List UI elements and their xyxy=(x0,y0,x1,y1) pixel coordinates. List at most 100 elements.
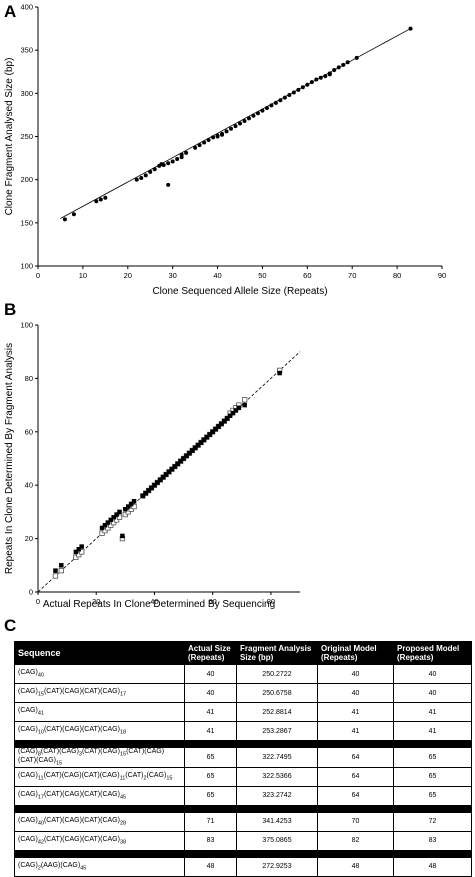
filled-square-point xyxy=(59,563,64,568)
data-point xyxy=(291,90,296,95)
filled-square-point xyxy=(149,485,154,491)
actual-size-cell: 40 xyxy=(184,683,237,703)
y-tick-label: 150 xyxy=(20,218,33,227)
separator-cell xyxy=(14,849,472,858)
trendline xyxy=(60,28,411,219)
open-square-point xyxy=(105,525,111,531)
table-row: (CAG)40 40 250.2722 40 40 xyxy=(14,664,472,684)
open-square-point xyxy=(111,519,117,526)
data-point xyxy=(143,173,148,178)
x-tick-label: 80 xyxy=(393,271,401,280)
filled-square-point xyxy=(140,493,146,499)
open-square-point xyxy=(76,551,82,558)
filled-square-point xyxy=(219,421,224,427)
filled-square-point xyxy=(128,501,134,507)
data-point xyxy=(408,26,413,31)
fragment-size-cell: 322.7495 xyxy=(236,747,318,768)
fragment-size-cell: 341.4253 xyxy=(236,811,318,832)
data-point xyxy=(318,75,323,80)
filled-square-point xyxy=(163,472,169,477)
actual-size-cell: 41 xyxy=(184,702,237,722)
original-model-cell: 64 xyxy=(317,747,394,768)
data-point xyxy=(309,80,314,85)
y-tick-label: 60 xyxy=(25,427,33,436)
x-tick-label: 60 xyxy=(208,597,216,606)
open-square-point xyxy=(125,509,131,515)
sequence-cell: (CAG)40(CAT)(CAG)(CAT)(CAG)28 xyxy=(14,811,185,832)
chart-a: 0 10 20 30 40 50 60 70 80 90 100 150 200 250 300 350 400… xyxy=(4,3,446,298)
data-point xyxy=(282,95,287,100)
filled-square-point xyxy=(187,450,192,456)
y-tick-label: 250 xyxy=(20,132,33,141)
filled-square-point xyxy=(184,453,189,459)
filled-square-point xyxy=(76,547,82,552)
proposed-model-cell: 41 xyxy=(393,721,472,741)
results-table: Sequence Actual Size (Repeats) Fragment … xyxy=(14,641,472,877)
open-square-point xyxy=(73,554,79,560)
data-point xyxy=(206,137,211,142)
actual-size-cell: 65 xyxy=(184,785,237,806)
actual-size-cell: 41 xyxy=(184,721,237,741)
data-point xyxy=(139,175,144,180)
sequence-cell: (CAG)42(CAT)(CAG)(CAT)(CAG)38 xyxy=(14,830,185,851)
actual-size-cell: 65 xyxy=(184,747,237,768)
table-row: (CAG)40(CAT)(CAG)(CAT)(CAG)28 71 341.4253 7… xyxy=(14,811,472,832)
sequence-cell: (CAG)2(AAG)(CAG)45 xyxy=(14,856,185,877)
original-model-cell: 41 xyxy=(317,721,394,741)
data-point xyxy=(246,116,251,121)
x-tick-label: 80 xyxy=(267,597,275,606)
filled-square-point xyxy=(131,498,137,504)
proposed-model-cell: 72 xyxy=(393,811,472,832)
filled-square-point xyxy=(181,456,186,461)
data-point xyxy=(323,74,328,79)
x-tick-label: 0 xyxy=(36,271,40,280)
original-model-cell: 82 xyxy=(317,830,394,851)
fragment-size-cell: 250.6758 xyxy=(236,683,318,703)
original-model-cell: 64 xyxy=(317,785,394,806)
table-header-row: Sequence Actual Size (Repeats) Fragment … xyxy=(14,641,472,665)
open-square-point xyxy=(131,503,137,510)
separator-cell xyxy=(14,740,472,748)
data-point xyxy=(202,140,207,145)
data-point xyxy=(197,143,202,148)
data-point xyxy=(327,71,332,76)
actual-size-cell: 71 xyxy=(184,811,237,832)
filled-square-point xyxy=(233,408,239,413)
separator-cell xyxy=(14,804,472,813)
panel-letter-b: B xyxy=(4,300,17,319)
filled-square-point xyxy=(160,474,166,480)
open-square-point xyxy=(122,511,128,518)
filled-square-point xyxy=(224,416,230,421)
y-axis-label: Repeats In Clone Determined By Fragment … xyxy=(4,343,15,574)
data-point xyxy=(238,121,242,126)
proposed-model-cell: 40 xyxy=(393,683,472,703)
filled-square-point xyxy=(125,504,131,509)
sequence-cell: (CAG)41 xyxy=(14,702,185,722)
open-square-point xyxy=(113,517,120,523)
col-header-original-model: Original Model (Repeats) xyxy=(317,641,394,665)
table-row: (CAG)2(AAG)(CAG)45 48 272.9253 48 48 xyxy=(14,856,472,877)
proposed-model-cell: 40 xyxy=(393,664,472,684)
data-point xyxy=(296,87,301,92)
data-point xyxy=(94,199,99,204)
filled-square-point xyxy=(277,370,282,376)
filled-square-point xyxy=(230,410,236,416)
x-tick-label: 40 xyxy=(213,271,221,280)
x-tick-label: 60 xyxy=(303,271,311,280)
data-point xyxy=(220,131,225,136)
y-tick-label: 200 xyxy=(20,175,33,184)
chart-b: 0 20 40 60 80 0 20 40 60 80 100 Actual Repeats In C… xyxy=(4,321,301,610)
table-separator-row xyxy=(14,849,472,858)
proposed-model-cell: 65 xyxy=(393,766,472,787)
fragment-size-cell: 253.2867 xyxy=(236,721,318,741)
data-point xyxy=(103,195,108,200)
filled-square-point xyxy=(190,448,195,453)
open-square-point xyxy=(108,522,114,528)
data-point xyxy=(215,133,220,138)
data-point xyxy=(269,103,274,108)
filled-square-point xyxy=(99,525,105,531)
fragment-size-cell: 323.2742 xyxy=(236,785,318,806)
filled-square-point xyxy=(152,482,157,488)
table-row: (CAG)42(CAT)(CAG)(CAT)(CAG)38 83 375.0865 8… xyxy=(14,830,472,851)
data-point xyxy=(314,77,319,82)
